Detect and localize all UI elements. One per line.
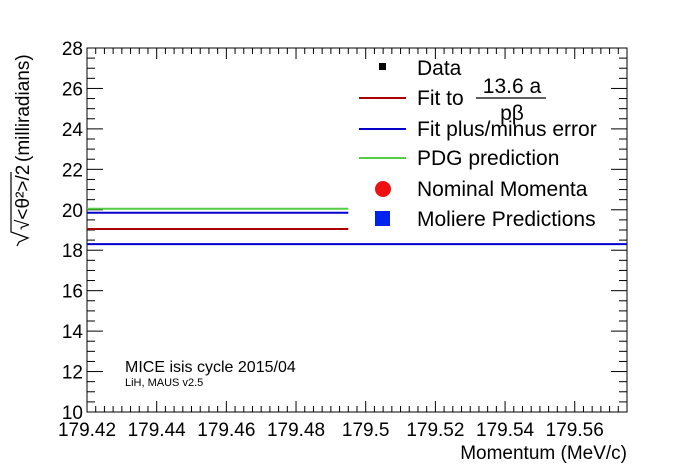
y-tick-label: 18 [62, 241, 83, 262]
y-axis-formula: √<θ²>/2 [13, 165, 34, 230]
x-tick-label: 179.42 [58, 420, 116, 441]
y-axis: 10 12 14 16 18 20 22 24 26 28 [62, 39, 627, 424]
legend-label-error: Fit plus/minus error [417, 118, 597, 141]
y-tick-label: 22 [62, 160, 83, 181]
x-tick-label: 179.52 [406, 420, 464, 441]
y-tick-label: 24 [62, 120, 84, 141]
y-tick-label: 28 [62, 39, 83, 60]
annotation-sub: LiH, MAUS v2.5 [125, 377, 203, 389]
y-tick-label: 20 [62, 201, 83, 222]
x-tick-label: 179.54 [476, 420, 535, 441]
y-axis-unit: (milliradians) [13, 54, 34, 162]
x-tick-label: 179.5 [342, 420, 390, 441]
y-tick-label: 14 [62, 322, 84, 343]
x-axis-title: Momentum (MeV/c) [460, 443, 627, 464]
legend-label-fit-denominator: pβ [500, 102, 524, 125]
legend-marker-data [379, 63, 386, 70]
x-tick-label: 179.44 [128, 420, 187, 441]
legend-label-moliere: Moliere Predictions [417, 208, 596, 231]
sqrt-sign-icon [10, 172, 30, 247]
y-axis-title: √<θ²>/2 (milliradians) [10, 54, 34, 247]
series-group [87, 207, 627, 246]
legend-label-fit-numerator: 13.6 a [483, 75, 542, 98]
legend-label-nominal: Nominal Momenta [417, 178, 588, 201]
x-tick-label: 179.56 [546, 420, 604, 441]
y-tick-label: 12 [62, 363, 83, 384]
legend-label-data: Data [417, 57, 462, 80]
y-tick-label: 26 [62, 79, 83, 100]
x-axis: 179.42 179.44 179.46 179.48 179.5 179.52 179.5… [58, 48, 628, 441]
legend-label-fit-prefix: Fit to [417, 87, 464, 110]
annotation-main: MICE isis cycle 2015/04 [125, 359, 296, 376]
legend-label-pdg: PDG prediction [417, 147, 559, 170]
y-tick-label: 16 [62, 282, 83, 303]
x-tick-label: 179.48 [267, 420, 325, 441]
legend-marker-moliere [375, 211, 390, 226]
y-tick-label: 10 [62, 403, 83, 424]
legend-marker-nominal [375, 181, 391, 197]
legend: Data Fit to 13.6 a pβ Fit plus/minus err… [359, 57, 597, 231]
x-tick-label: 179.46 [197, 420, 255, 441]
